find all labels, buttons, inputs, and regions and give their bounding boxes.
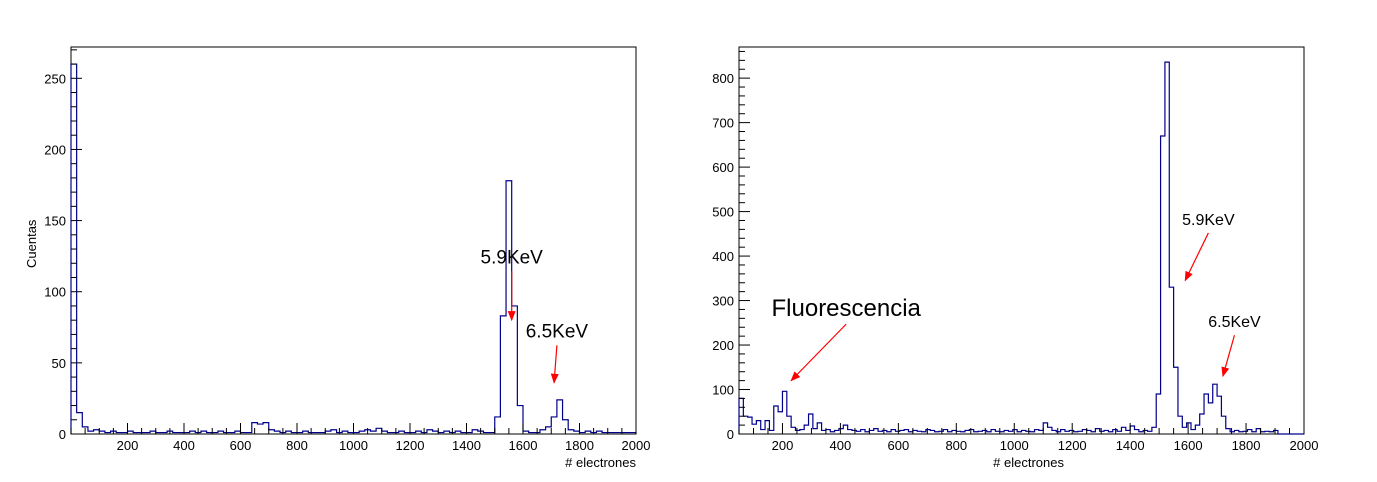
- x-tick-label: 1800: [565, 438, 594, 453]
- annotation-label: 5.9KeV: [481, 247, 544, 268]
- y-axis-title-left: Cuentas: [24, 219, 39, 268]
- y-ticks-right: 0 100 200 300 400 500 600 700 800: [712, 50, 750, 442]
- y-tick-label: 800: [712, 71, 734, 86]
- x-tick-label: 1400: [452, 438, 481, 453]
- y-tick-label: 200: [44, 142, 66, 157]
- plot-frame-left: [70, 46, 637, 435]
- annotation-label: Fluorescencia: [772, 295, 922, 322]
- x-tick-label: 600: [230, 438, 252, 453]
- annotation-arrow: [1184, 232, 1209, 282]
- y-tick-label: 600: [712, 160, 734, 175]
- y-tick-label: 400: [712, 249, 734, 264]
- annotation-arrow: [550, 345, 559, 384]
- annotation-arrow: [790, 323, 847, 382]
- x-axis-title-right: # electrones: [993, 455, 1064, 470]
- y-tick-label: 150: [44, 214, 66, 229]
- x-tick-label: 1200: [396, 438, 425, 453]
- x-tick-label: 2000: [622, 438, 651, 453]
- x-tick-label: 600: [888, 438, 910, 453]
- histogram-line-left: [70, 63, 637, 434]
- histogram-line-right: [738, 61, 1304, 435]
- y-tick-label: 200: [712, 338, 734, 353]
- x-tick-label: 1600: [509, 438, 538, 453]
- annotation-label: 5.9KeV: [1182, 212, 1235, 229]
- annotations-left: 5.9KeV 6.5KeV: [481, 247, 589, 384]
- y-tick-label: 500: [712, 205, 734, 220]
- x-tick-label: 1400: [1116, 438, 1145, 453]
- y-tick-label: 250: [44, 71, 66, 86]
- chart-right: 200 400 600 800 1000 1200 1400 1600 1800 2000 0 10…: [712, 46, 1319, 470]
- x-tick-label: 1000: [339, 438, 368, 453]
- y-tick-label: 300: [712, 294, 734, 309]
- y-tick-label: 700: [712, 116, 734, 131]
- y-tick-label: 0: [59, 427, 66, 442]
- y-tick-label: 0: [727, 427, 734, 442]
- plot-frame-right: [738, 46, 1305, 435]
- x-tick-label: 200: [117, 438, 139, 453]
- y-ticks-left: 0 50 100 150 200 250: [44, 49, 82, 442]
- annotation-label: 6.5KeV: [526, 321, 589, 342]
- annotation-arrow: [1221, 335, 1236, 378]
- x-tick-label: 2000: [1290, 438, 1319, 453]
- x-axis-title-left: # electrones: [565, 455, 636, 470]
- x-tick-label: 1200: [1058, 438, 1087, 453]
- x-tick-label: 1800: [1232, 438, 1261, 453]
- annotations-right: 5.9KeV 6.5KeV Fluorescencia: [772, 212, 1261, 382]
- x-tick-label: 1600: [1174, 438, 1203, 453]
- x-tick-label: 1000: [1000, 438, 1029, 453]
- x-tick-label: 400: [830, 438, 852, 453]
- x-tick-label: 800: [945, 438, 967, 453]
- x-tick-label: 800: [286, 438, 308, 453]
- x-tick-label: 200: [772, 438, 794, 453]
- y-tick-label: 100: [712, 383, 734, 398]
- annotation-label: 6.5KeV: [1208, 314, 1261, 331]
- x-ticks-left: 200 400 600 800 1000 1200 1400 1600 1800 2000: [70, 423, 651, 453]
- x-tick-label: 400: [173, 438, 195, 453]
- y-tick-label: 100: [44, 285, 66, 300]
- y-tick-label: 50: [52, 356, 66, 371]
- chart-left: 200 400 600 800 1000 1200 1400 1600 1800 2000 0 50…: [24, 46, 651, 470]
- x-ticks-right: 200 400 600 800 1000 1200 1400 1600 1800 2000: [738, 423, 1319, 453]
